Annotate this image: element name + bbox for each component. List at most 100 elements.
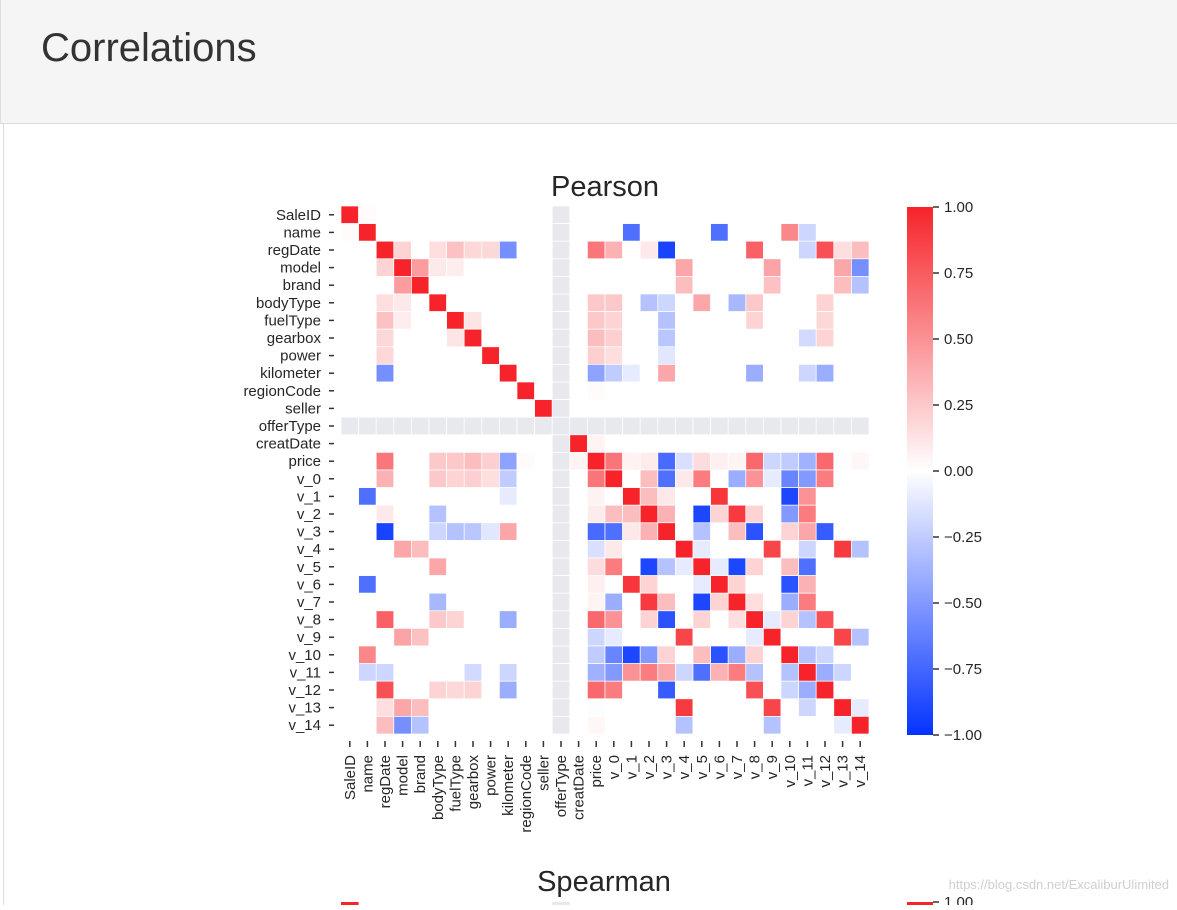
heatmap-cell (358, 328, 377, 348)
heatmap-cell (763, 452, 782, 471)
heatmap-cell (393, 452, 412, 471)
colorbar-tick-label: −0.75 (944, 661, 982, 678)
heatmap-cell (692, 469, 711, 488)
x-tick-label: v_8 (747, 755, 764, 779)
heatmap-cell (587, 381, 606, 400)
heatmap-cell (393, 258, 412, 277)
heatmap-cell (481, 381, 500, 400)
heatmap-cell (622, 716, 641, 735)
heatmap-cell (481, 416, 500, 436)
heatmap-cell (780, 346, 799, 365)
heatmap-cell (604, 698, 623, 717)
heatmap-cell (393, 276, 412, 295)
heatmap-cell (463, 592, 483, 612)
heatmap-cell (375, 328, 395, 348)
heatmap-cell (499, 487, 518, 506)
heatmap-cell (516, 364, 535, 383)
heatmap-cell (763, 592, 782, 612)
heatmap-cell (428, 557, 447, 576)
x-tick-label: model (395, 755, 412, 796)
heatmap-cell (763, 645, 782, 664)
heatmap-cell (411, 381, 430, 400)
heatmap-cell (622, 645, 641, 664)
heatmap-cell (551, 293, 571, 312)
heatmap-cell (622, 258, 641, 277)
heatmap-cell (534, 240, 553, 260)
heatmap-cell (534, 276, 553, 295)
heatmap-cell (587, 416, 606, 436)
heatmap-cell (639, 680, 659, 700)
heatmap-cell (851, 557, 870, 576)
heatmap-cell (551, 645, 571, 664)
heatmap-cell (569, 364, 588, 383)
heatmap-cell (692, 258, 711, 277)
heatmap-cell (604, 205, 623, 224)
heatmap-cell (675, 504, 694, 524)
heatmap-cell (780, 240, 799, 260)
heatmap-cell (569, 504, 588, 524)
heatmap-cell (411, 540, 430, 559)
heatmap-cell (657, 575, 676, 594)
heatmap-cell (710, 399, 729, 418)
heatmap-cell (481, 434, 500, 453)
heatmap-cell (375, 416, 395, 436)
heatmap-cell (569, 258, 588, 277)
heatmap-cell (551, 716, 571, 735)
heatmap-cell (587, 487, 606, 506)
heatmap-cell (428, 416, 447, 436)
heatmap-cell (622, 293, 641, 312)
heatmap-cell (446, 328, 465, 348)
heatmap-cell (780, 716, 799, 735)
heatmap-cell (657, 469, 676, 488)
heatmap-cell (499, 346, 518, 365)
heatmap-cell (815, 258, 835, 277)
heatmap-cell (499, 364, 518, 383)
heatmap-cell (851, 399, 870, 418)
heatmap-cell (763, 381, 782, 400)
heatmap-cell (446, 399, 465, 418)
heatmap-cell (675, 276, 694, 295)
heatmap-cell (727, 663, 747, 682)
heatmap-cell (815, 205, 835, 224)
heatmap-cell (833, 293, 852, 312)
heatmap-cell (516, 240, 535, 260)
heatmap-cell (358, 364, 377, 383)
heatmap-cell (604, 645, 623, 664)
heatmap-cell (622, 557, 641, 576)
heatmap-cell (534, 575, 553, 594)
heatmap-cell (534, 504, 553, 524)
heatmap-cell (551, 205, 571, 224)
heatmap-cell (622, 311, 641, 330)
section-header: Correlations (0, 0, 1177, 124)
heatmap-cell (411, 716, 430, 735)
heatmap-cell (499, 311, 518, 330)
heatmap-cell (622, 276, 641, 295)
heatmap-cell (481, 628, 500, 647)
heatmap-cell (763, 698, 782, 717)
heatmap-cell (763, 205, 782, 224)
heatmap-cell (463, 293, 483, 312)
heatmap-cell (780, 504, 799, 524)
heatmap-cell (375, 311, 395, 330)
x-tick-label: v_0 (606, 755, 623, 779)
heatmap-cell (587, 716, 606, 735)
heatmap-cell (763, 575, 782, 594)
heatmap-cell (639, 504, 659, 524)
heatmap-cell (551, 258, 571, 277)
heatmap-cell (587, 293, 606, 312)
heatmap-cell (411, 346, 430, 365)
heatmap-cell (798, 364, 817, 383)
heatmap-cell (710, 680, 729, 700)
heatmap-cell (587, 205, 606, 224)
heatmap-cell (780, 540, 799, 559)
heatmap-cell (516, 311, 535, 330)
heatmap-cell (798, 346, 817, 365)
heatmap-cell (428, 663, 447, 682)
heatmap-cell (587, 663, 606, 682)
heatmap-cell (551, 328, 571, 348)
heatmap-cell (428, 680, 447, 700)
y-tick-label: regionCode (243, 383, 321, 400)
heatmap-cell (604, 276, 623, 295)
heatmap-cell (833, 434, 852, 453)
heatmap-cell (551, 240, 571, 260)
